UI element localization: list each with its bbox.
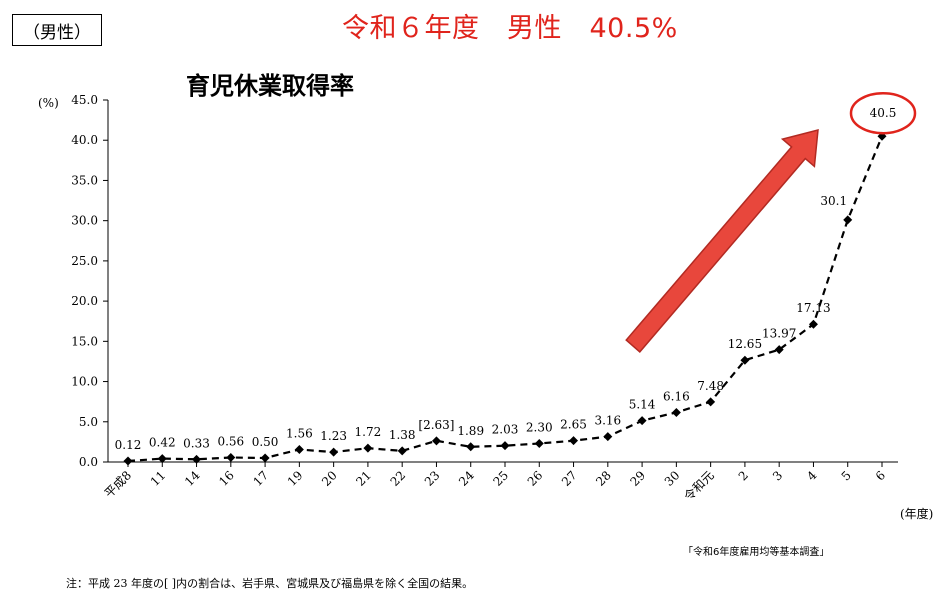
y-tick-label: 35.0 xyxy=(71,173,98,187)
x-tick-label: 16 xyxy=(216,468,237,489)
data-point xyxy=(466,442,476,452)
data-label-layer: 0.12 0.42 0.33 0.56 0.50 1.56 1.23 1.72 1.38[2.6… xyxy=(115,91,917,452)
x-tick-label: 19 xyxy=(285,468,306,489)
data-point xyxy=(192,454,202,464)
data-point xyxy=(603,432,613,442)
trend-arrow-icon xyxy=(625,129,819,353)
y-axis-label: (%) xyxy=(38,96,59,110)
data-point xyxy=(157,454,167,464)
x-tick-label: 令和元 xyxy=(681,468,717,504)
x-tick-label: 平成8 xyxy=(102,468,134,500)
y-tick-label: 0.0 xyxy=(79,455,98,469)
data-point xyxy=(808,319,818,329)
source-citation: 「令和6年度雇用均等基本調査」 xyxy=(683,547,830,558)
y-tick-label: 45.0 xyxy=(71,93,98,107)
x-tick-label: 29 xyxy=(628,468,649,489)
x-tick-label: 28 xyxy=(593,468,614,489)
data-label: 2.65 xyxy=(560,418,587,432)
data-point xyxy=(740,355,750,365)
data-label: [2.63] xyxy=(418,418,454,432)
data-label: 6.16 xyxy=(663,389,690,403)
data-label: 0.50 xyxy=(252,435,279,449)
x-tick-label: 27 xyxy=(559,468,580,489)
data-label: 7.48 xyxy=(697,379,724,393)
data-point xyxy=(363,443,373,453)
x-tick-label: 14 xyxy=(182,468,203,489)
data-point xyxy=(637,416,647,426)
data-label: 0.33 xyxy=(183,436,210,450)
data-label: 3.16 xyxy=(594,414,621,428)
data-label: 0.56 xyxy=(217,434,244,448)
data-point xyxy=(226,452,236,462)
trend-arrow-layer xyxy=(625,129,819,353)
highlight-circle xyxy=(849,91,917,135)
data-point xyxy=(706,397,716,407)
x-tick-label: 21 xyxy=(353,468,374,489)
data-point xyxy=(534,438,544,448)
data-label: 1.72 xyxy=(355,425,382,439)
y-tick-label: 30.0 xyxy=(71,214,98,228)
gender-tag: （男性） xyxy=(12,14,102,46)
y-tick-label: 20.0 xyxy=(71,294,98,308)
data-label: 5.14 xyxy=(629,398,656,412)
footnote: 注：平成 23 年度の[ ]内の割合は、岩手県、宮城県及び福島県を除く全国の結果… xyxy=(66,577,474,590)
x-tick-label: 3 xyxy=(770,468,785,483)
y-tick-label: 40.0 xyxy=(71,133,98,147)
data-point xyxy=(431,436,441,446)
x-tick-label: 6 xyxy=(873,468,888,483)
data-label: 0.42 xyxy=(149,436,176,450)
data-point xyxy=(774,345,784,355)
data-label: 1.38 xyxy=(389,428,416,442)
data-label: 2.30 xyxy=(526,420,553,434)
data-label: 17.13 xyxy=(796,301,830,315)
data-label: 1.89 xyxy=(457,424,484,438)
data-label: 2.03 xyxy=(492,423,519,437)
data-label: 30.1 xyxy=(820,194,847,208)
chart-title: 育児休業取得率 xyxy=(186,72,354,100)
data-label: 1.23 xyxy=(320,429,347,443)
x-tick-label: 11 xyxy=(148,468,169,489)
x-tick-label: 24 xyxy=(456,468,477,489)
y-tick-label: 5.0 xyxy=(79,415,98,429)
x-tick-label: 25 xyxy=(490,468,511,489)
data-point xyxy=(569,436,579,446)
data-point xyxy=(671,407,681,417)
x-tick-label: 20 xyxy=(319,468,340,489)
data-point xyxy=(397,446,407,456)
headline: 令和６年度 男性 40.5% xyxy=(342,13,678,44)
data-label: 1.56 xyxy=(286,426,313,440)
data-point xyxy=(500,441,510,451)
data-point xyxy=(843,215,853,225)
data-label: 12.65 xyxy=(728,337,762,351)
y-tick-label: 25.0 xyxy=(71,254,98,268)
data-point xyxy=(260,453,270,463)
y-tick-label: 10.0 xyxy=(71,375,98,389)
data-point xyxy=(329,447,339,457)
x-tick-label: 5 xyxy=(839,468,854,483)
x-tick-label: 2 xyxy=(736,468,751,483)
x-tick-label: 26 xyxy=(525,468,546,489)
x-tick-label: 4 xyxy=(804,468,820,484)
series-layer xyxy=(123,131,887,466)
data-point xyxy=(294,444,304,454)
x-axis-label: (年度) xyxy=(900,506,933,521)
x-tick-label: 23 xyxy=(422,468,443,489)
data-label: 40.5 xyxy=(870,106,897,120)
data-label: 0.12 xyxy=(115,438,142,452)
x-tick-label: 30 xyxy=(662,468,683,489)
y-tick-label: 15.0 xyxy=(71,334,98,348)
x-tick-label: 22 xyxy=(388,468,409,489)
data-label: 13.97 xyxy=(762,327,796,341)
data-point xyxy=(123,456,133,466)
x-tick-label: 17 xyxy=(251,468,272,489)
series-line xyxy=(127,135,884,463)
